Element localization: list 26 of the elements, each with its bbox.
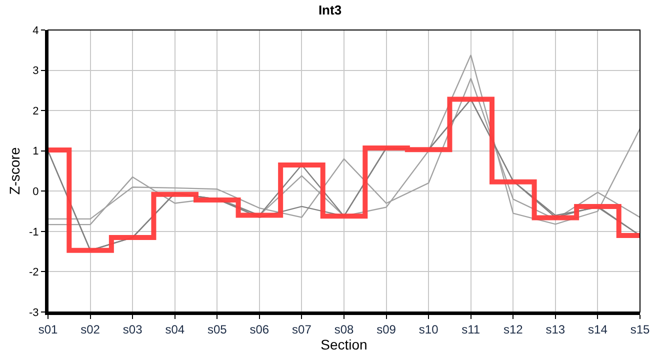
y-tick-label: 2	[32, 105, 39, 118]
chart-title: Int3	[318, 2, 342, 18]
x-axis-title: Section	[320, 336, 368, 352]
y-tick-label: 3	[32, 65, 39, 78]
x-tick-label: s05	[207, 322, 228, 336]
y-tick-label: 0	[32, 186, 39, 198]
x-tick-label: s06	[250, 322, 270, 336]
y-tick-label: 1	[32, 146, 39, 158]
x-tick-label: s03	[122, 322, 143, 336]
x-tick-label: s08	[334, 322, 354, 336]
x-tick-label: s11	[462, 322, 480, 336]
x-tick-label: s02	[80, 322, 100, 336]
x-tick-label: s09	[376, 322, 396, 336]
x-tick-label: s07	[292, 322, 312, 336]
y-tick-label: 4	[32, 24, 39, 37]
y-axis-title: Z-score	[6, 147, 23, 195]
x-tick-label: s04	[165, 322, 185, 336]
x-tick-label: s13	[546, 322, 566, 336]
y-tick-label: -1	[29, 226, 39, 238]
x-tick-label: s12	[503, 322, 524, 336]
y-tick-label: -2	[29, 266, 39, 279]
x-tick-label: s14	[588, 322, 608, 336]
x-tick-label: s10	[418, 322, 439, 336]
x-tick-label: s01	[38, 322, 58, 336]
x-tick-label: s15	[630, 322, 650, 336]
y-tick-label: -3	[29, 306, 39, 319]
